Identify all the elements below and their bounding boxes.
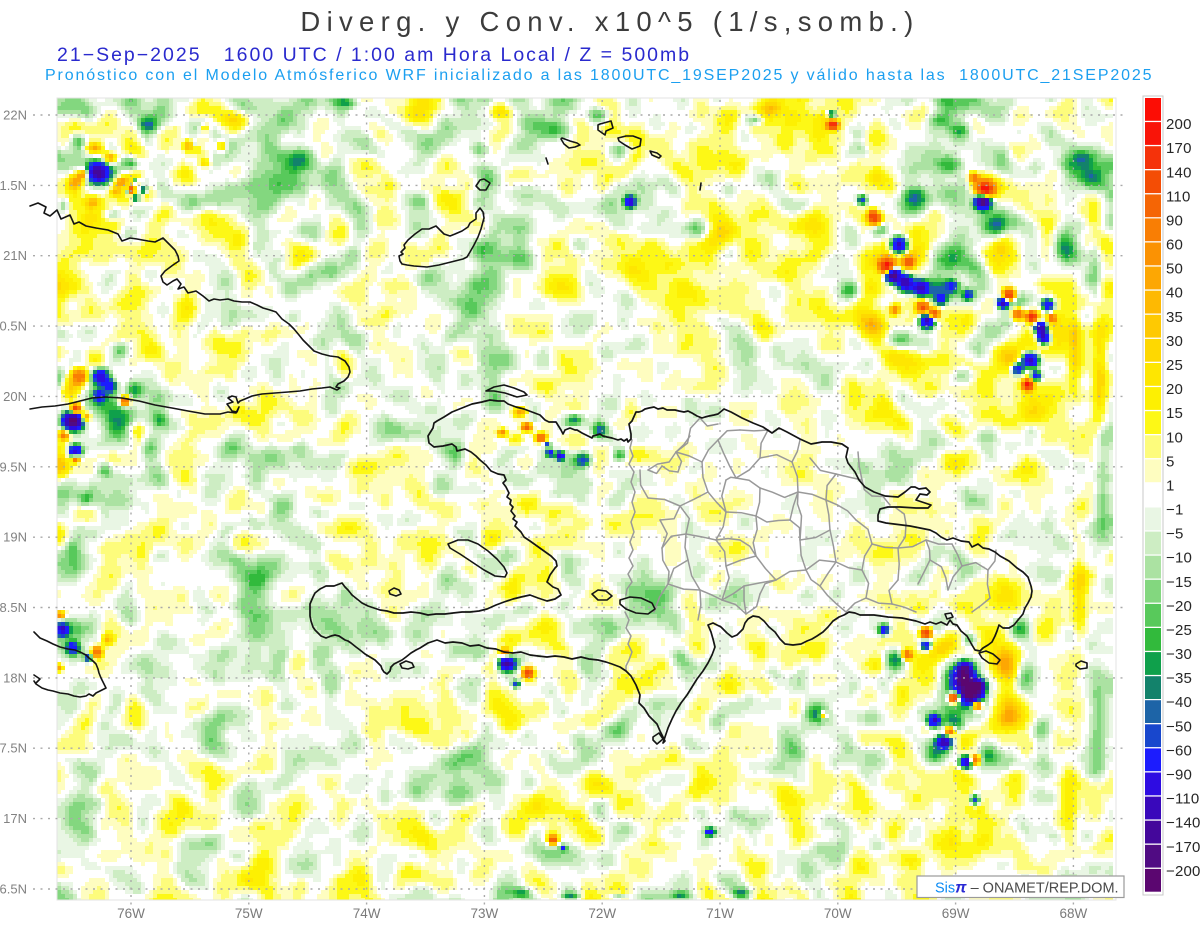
svg-text:6.5N: 6.5N: [0, 882, 27, 897]
svg-text:70W: 70W: [824, 906, 852, 921]
svg-text:90: 90: [1166, 212, 1183, 229]
svg-text:60: 60: [1166, 237, 1183, 254]
svg-text:73W: 73W: [471, 906, 499, 921]
svg-text:19N: 19N: [3, 530, 27, 545]
svg-text:−5: −5: [1166, 526, 1184, 543]
svg-text:17N: 17N: [3, 811, 27, 826]
svg-text:5: 5: [1166, 453, 1175, 470]
svg-text:18N: 18N: [3, 670, 27, 685]
svg-text:30: 30: [1166, 333, 1183, 350]
svg-text:9.5N: 9.5N: [0, 459, 27, 474]
svg-text:20: 20: [1166, 381, 1183, 398]
svg-text:72W: 72W: [588, 906, 616, 921]
svg-text:75W: 75W: [235, 906, 263, 921]
svg-text:−40: −40: [1166, 694, 1192, 711]
svg-text:−10: −10: [1166, 550, 1192, 567]
svg-text:110: 110: [1166, 188, 1191, 205]
svg-text:Pronóstico con el Modelo Atmós: Pronóstico con el Modelo Atmósferico WRF…: [45, 67, 1153, 84]
svg-text:−110: −110: [1166, 791, 1199, 808]
svg-text:−30: −30: [1166, 646, 1192, 663]
svg-text:76W: 76W: [117, 906, 145, 921]
svg-text:200: 200: [1166, 116, 1192, 133]
svg-text:−50: −50: [1166, 718, 1192, 735]
svg-text:140: 140: [1166, 164, 1192, 181]
svg-text:1.5N: 1.5N: [0, 178, 27, 193]
svg-text:1: 1: [1166, 477, 1175, 494]
svg-text:25: 25: [1166, 357, 1183, 374]
svg-text:71W: 71W: [706, 906, 734, 921]
svg-text:40: 40: [1166, 285, 1183, 302]
svg-text:Diverg. y Conv. x10^5 (1/s,som: Diverg. y Conv. x10^5 (1/s,somb.): [300, 6, 919, 37]
svg-text:74W: 74W: [353, 906, 381, 921]
svg-text:−20: −20: [1166, 598, 1192, 615]
svg-text:−200: −200: [1166, 863, 1200, 880]
svg-text:21N: 21N: [3, 248, 27, 263]
svg-text:−170: −170: [1166, 839, 1200, 856]
svg-text:68W: 68W: [1060, 906, 1088, 921]
svg-text:10: 10: [1166, 429, 1183, 446]
svg-text:0.5N: 0.5N: [0, 319, 27, 334]
svg-text:20N: 20N: [3, 389, 27, 404]
svg-text:8.5N: 8.5N: [0, 600, 27, 615]
svg-text:7.5N: 7.5N: [0, 741, 27, 756]
svg-text:35: 35: [1166, 309, 1183, 326]
svg-text:15: 15: [1166, 405, 1183, 422]
svg-text:Sisπ – ONAMET/REP.DOM.: Sisπ – ONAMET/REP.DOM.: [935, 880, 1119, 897]
svg-text:21−Sep−2025 1600 UTC / 1:00: 21−Sep−2025 1600 UTC / 1:00 am Hora Loca…: [57, 44, 691, 66]
svg-text:170: 170: [1166, 140, 1192, 157]
svg-text:−35: −35: [1166, 670, 1192, 687]
svg-text:−60: −60: [1166, 742, 1192, 759]
svg-text:−140: −140: [1166, 815, 1200, 832]
svg-text:−25: −25: [1166, 622, 1192, 639]
svg-text:−15: −15: [1166, 574, 1192, 591]
svg-text:22N: 22N: [3, 108, 27, 123]
svg-text:−1: −1: [1166, 502, 1184, 519]
svg-text:50: 50: [1166, 261, 1183, 278]
svg-text:−90: −90: [1166, 767, 1192, 784]
svg-text:69W: 69W: [942, 906, 970, 921]
